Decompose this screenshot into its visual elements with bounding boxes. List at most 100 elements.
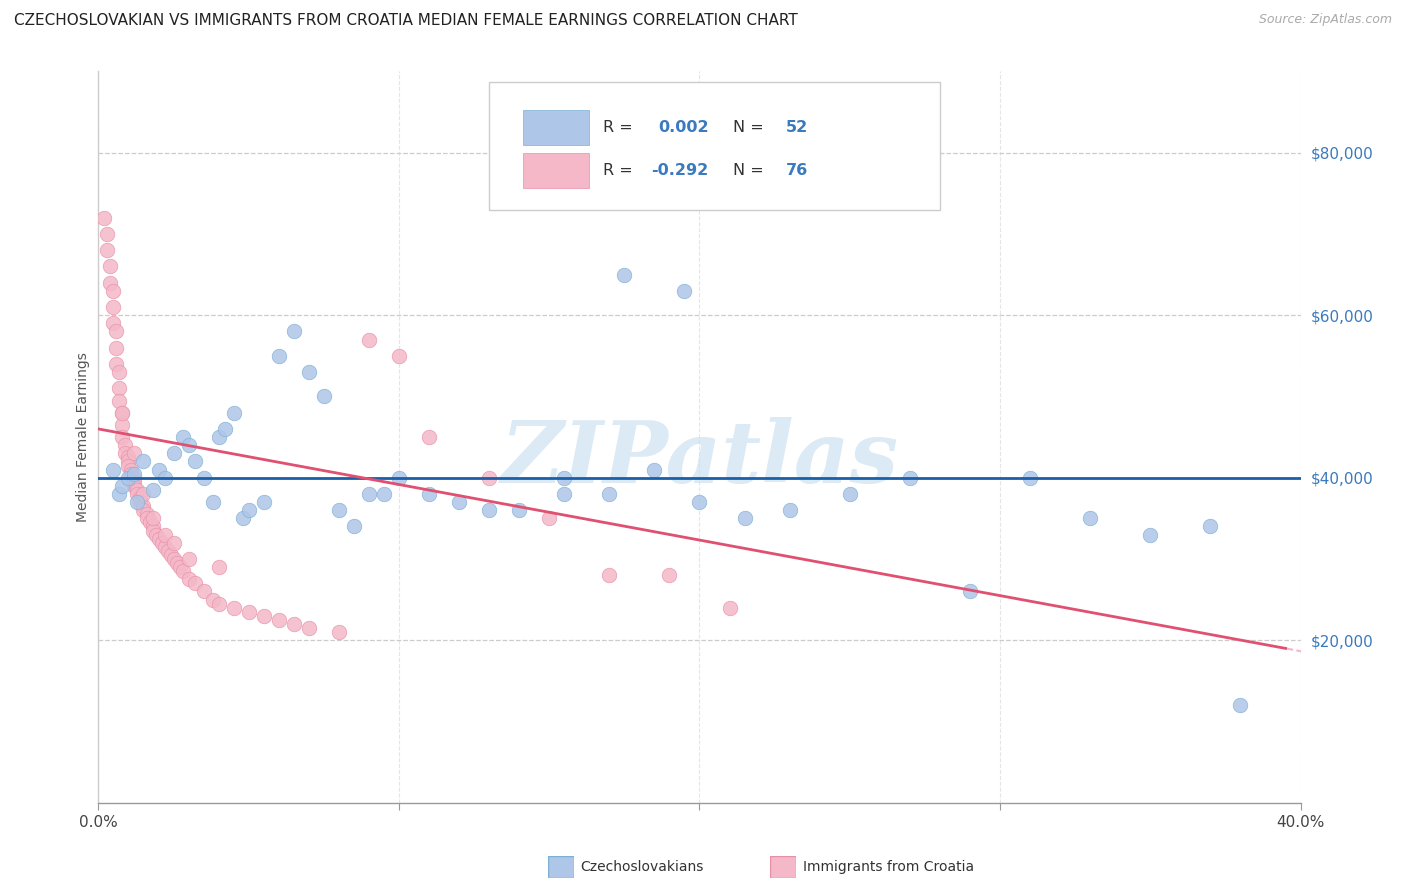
Point — [673, 284, 696, 298]
Point — [658, 568, 681, 582]
Point — [418, 430, 440, 444]
Point — [162, 552, 184, 566]
Point — [779, 503, 801, 517]
Point — [553, 487, 575, 501]
Point — [121, 462, 143, 476]
Text: Immigrants from Croatia: Immigrants from Croatia — [803, 860, 974, 874]
Point — [114, 438, 136, 452]
Point — [267, 349, 290, 363]
Point — [105, 341, 128, 355]
Point — [100, 276, 122, 290]
Point — [108, 381, 131, 395]
Point — [508, 503, 530, 517]
Point — [357, 333, 380, 347]
Point — [111, 430, 134, 444]
Point — [150, 535, 173, 549]
Point — [598, 568, 620, 582]
Point — [598, 487, 620, 501]
Point — [253, 608, 276, 623]
Text: ZIPatlas: ZIPatlas — [501, 417, 898, 500]
Point — [238, 503, 260, 517]
Point — [145, 527, 167, 541]
Point — [127, 495, 149, 509]
Point — [232, 511, 254, 525]
Point — [162, 535, 184, 549]
Point — [127, 487, 149, 501]
Point — [105, 325, 128, 339]
Point — [1199, 519, 1222, 533]
Text: Czechoslovakians: Czechoslovakians — [581, 860, 704, 874]
Point — [132, 454, 155, 468]
Point — [208, 597, 231, 611]
Point — [478, 471, 501, 485]
Point — [201, 592, 224, 607]
Point — [172, 564, 194, 578]
Text: 76: 76 — [786, 162, 808, 178]
Point — [214, 422, 236, 436]
Y-axis label: Median Female Earnings: Median Female Earnings — [76, 352, 90, 522]
Point — [328, 625, 350, 640]
Point — [124, 475, 146, 489]
Point — [103, 316, 125, 330]
Point — [373, 487, 395, 501]
Point — [388, 471, 411, 485]
Point — [357, 487, 380, 501]
Point — [267, 613, 290, 627]
Point — [138, 516, 160, 530]
Point — [96, 243, 118, 257]
Point — [141, 483, 163, 497]
Point — [298, 621, 321, 635]
Point — [208, 560, 231, 574]
Text: N =: N = — [733, 162, 769, 178]
Point — [108, 393, 131, 408]
Point — [328, 503, 350, 517]
Point — [111, 406, 134, 420]
Point — [148, 532, 170, 546]
Point — [478, 503, 501, 517]
Point — [298, 365, 321, 379]
Point — [689, 495, 711, 509]
Point — [898, 471, 921, 485]
Text: R =: R = — [603, 120, 638, 136]
FancyBboxPatch shape — [523, 110, 589, 145]
Point — [153, 471, 176, 485]
Point — [141, 524, 163, 538]
Point — [1229, 698, 1251, 713]
Point — [117, 454, 139, 468]
Point — [343, 519, 366, 533]
Point — [162, 446, 184, 460]
Point — [153, 540, 176, 554]
Point — [238, 605, 260, 619]
Point — [132, 487, 155, 501]
Point — [114, 446, 136, 460]
Point — [153, 527, 176, 541]
Text: 0.002: 0.002 — [658, 120, 709, 136]
Point — [312, 389, 335, 403]
Point — [135, 511, 157, 525]
Text: CZECHOSLOVAKIAN VS IMMIGRANTS FROM CROATIA MEDIAN FEMALE EARNINGS CORRELATION CH: CZECHOSLOVAKIAN VS IMMIGRANTS FROM CROAT… — [14, 13, 797, 29]
Point — [111, 406, 134, 420]
Point — [103, 462, 125, 476]
Point — [553, 471, 575, 485]
Point — [117, 471, 139, 485]
Point — [105, 357, 128, 371]
Point — [447, 495, 470, 509]
FancyBboxPatch shape — [523, 153, 589, 187]
Point — [838, 487, 860, 501]
Point — [193, 584, 215, 599]
Point — [1139, 527, 1161, 541]
Point — [159, 548, 181, 562]
Point — [132, 499, 155, 513]
Point — [117, 458, 139, 473]
Point — [117, 450, 139, 465]
Point — [222, 406, 245, 420]
Point — [124, 446, 146, 460]
Point — [169, 560, 191, 574]
Text: Source: ZipAtlas.com: Source: ZipAtlas.com — [1258, 13, 1392, 27]
FancyBboxPatch shape — [489, 82, 939, 211]
Text: N =: N = — [733, 120, 769, 136]
Point — [96, 227, 118, 241]
Point — [141, 519, 163, 533]
Point — [283, 325, 305, 339]
Point — [121, 467, 143, 481]
